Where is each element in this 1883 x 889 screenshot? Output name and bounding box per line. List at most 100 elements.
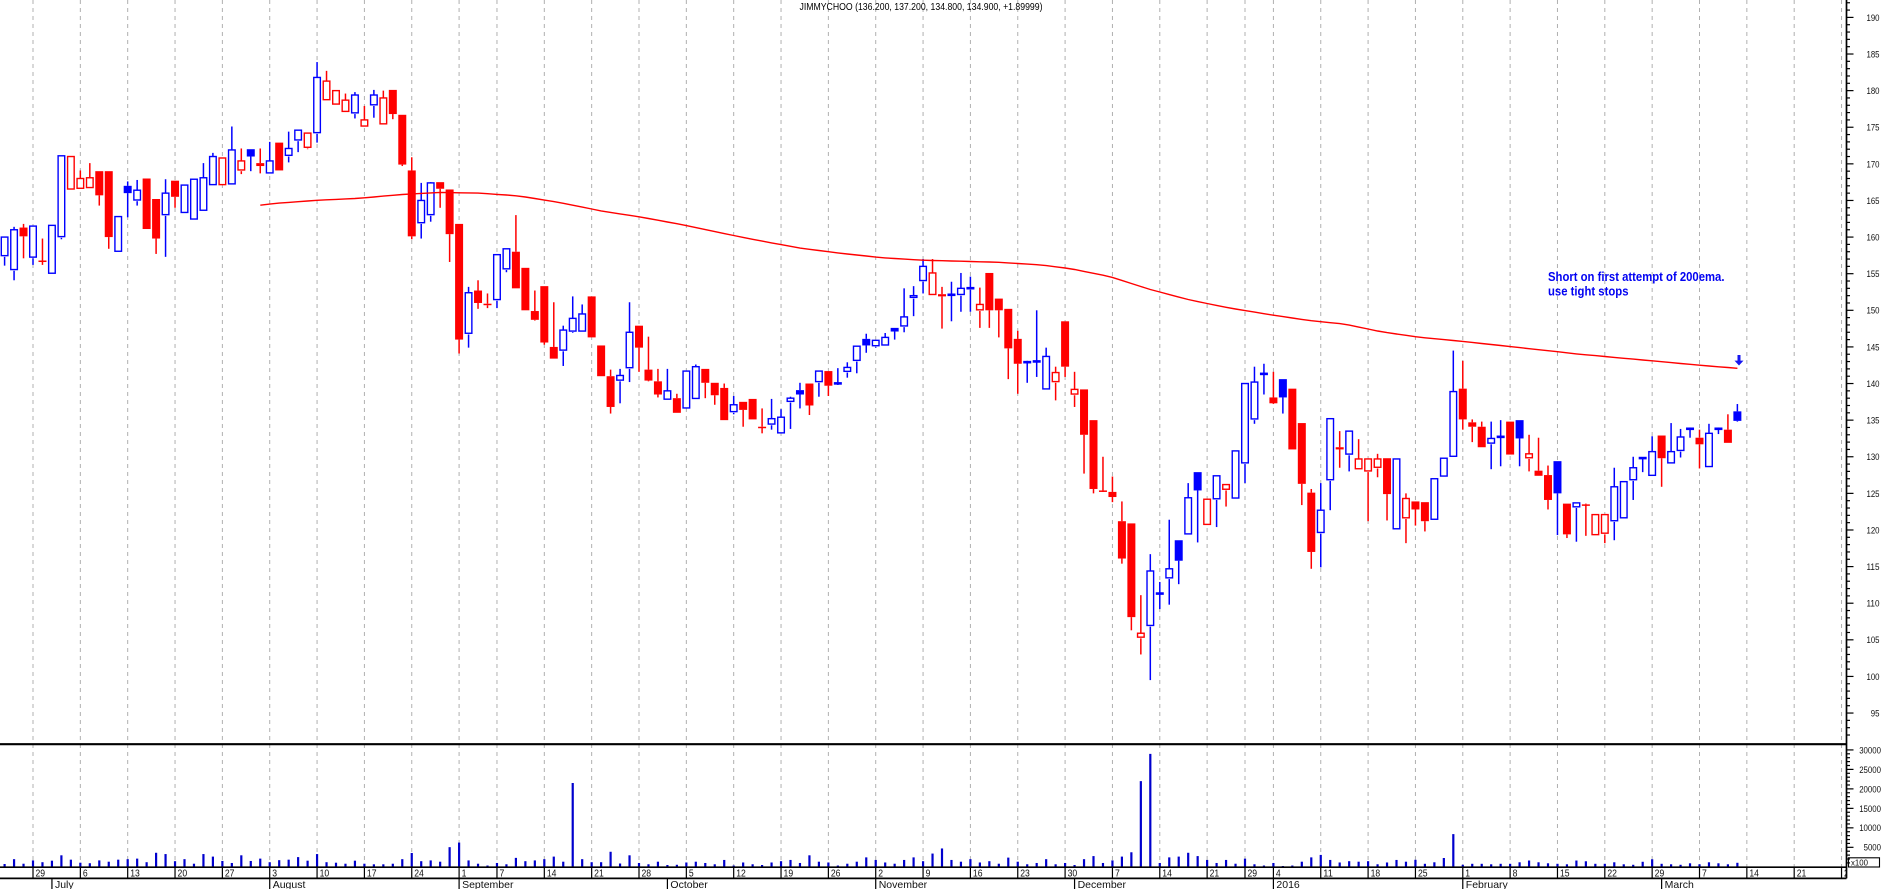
candle-body-hollow	[189, 178, 198, 220]
candle	[938, 286, 947, 329]
volume-bars	[3, 753, 1739, 867]
candle	[436, 182, 445, 208]
candle	[161, 179, 170, 257]
candle-body-solid	[805, 383, 814, 406]
candle	[767, 398, 776, 430]
annotation-note[interactable]: Short on first attempt of 200ema. use ti…	[1548, 270, 1725, 299]
candle-body-hollow	[284, 147, 293, 157]
candle-body-hollow	[947, 293, 956, 297]
candle	[1487, 421, 1496, 470]
candle-body-hollow	[1165, 568, 1174, 579]
candle	[1061, 321, 1070, 377]
candle	[483, 293, 492, 309]
candle-body-hollow	[1316, 509, 1325, 534]
candle	[947, 281, 956, 322]
candle-body-solid	[246, 149, 255, 157]
candle-body-hollow	[1430, 478, 1439, 520]
candle-body-solid	[672, 398, 681, 413]
candle	[1714, 427, 1723, 435]
candle	[1326, 417, 1335, 511]
candle	[1259, 363, 1268, 395]
candle	[1430, 478, 1439, 520]
candle	[152, 199, 161, 254]
candle-body-hollow	[360, 119, 369, 127]
candle-body-hollow	[1638, 456, 1647, 460]
candle	[748, 398, 757, 420]
candle	[19, 223, 28, 259]
candle-body-hollow	[237, 160, 246, 171]
candle-body-solid	[275, 142, 284, 171]
candle-body-solid	[1733, 411, 1742, 421]
week-tick-label: 16	[973, 868, 983, 879]
candle	[1723, 414, 1732, 443]
candle-body-solid	[455, 223, 464, 340]
candle-body-hollow	[767, 417, 776, 425]
candle-body-hollow	[881, 336, 890, 346]
candle	[1468, 419, 1477, 443]
candle	[720, 383, 729, 421]
candle	[919, 259, 928, 294]
volume-axis-label: 20000	[1859, 784, 1881, 795]
candle-body-hollow	[900, 316, 909, 327]
week-tick-label: 28	[1844, 868, 1854, 879]
candle	[417, 182, 426, 239]
candle-body-solid	[1278, 379, 1287, 398]
candle	[1733, 404, 1742, 422]
week-tick-label: 18	[1371, 868, 1381, 879]
candle	[616, 368, 625, 404]
price-axis-label: 130	[1867, 452, 1880, 463]
candle	[691, 364, 700, 400]
candle	[966, 276, 975, 312]
volume-axis[interactable]: 5000 10000 15000 20000 25000 30000 x100	[1846, 745, 1882, 868]
candle	[653, 368, 662, 398]
candle	[1316, 483, 1325, 568]
candle	[1203, 498, 1212, 526]
candle	[379, 90, 388, 125]
candle-body-solid	[530, 311, 539, 320]
week-tick-label: 11	[1323, 868, 1333, 879]
candle-body-solid	[436, 182, 445, 189]
price-axis-label: 175	[1867, 123, 1880, 134]
candle	[824, 371, 833, 396]
week-tick-label: 19	[784, 868, 794, 879]
week-tick-label: 28	[642, 868, 652, 879]
candle	[1383, 458, 1392, 521]
candle	[237, 148, 246, 175]
price-axis-label: 150	[1867, 306, 1880, 317]
price-axis[interactable]: 95 100 105 110 115 120 125 130 135 140 145 150 155 16…	[1846, 2, 1880, 736]
candle-body-hollow	[1231, 450, 1240, 499]
candle	[511, 215, 520, 289]
sell-arrow-icon[interactable]	[1734, 355, 1744, 366]
candle-body-hollow	[180, 184, 189, 214]
candle-body-solid	[1307, 492, 1316, 552]
candle	[294, 129, 303, 153]
candle	[701, 368, 710, 399]
candle-body-solid	[1013, 338, 1022, 364]
candle	[76, 170, 85, 189]
month-label: November	[879, 879, 928, 889]
candle-body-solid	[701, 368, 710, 383]
candle	[85, 163, 94, 189]
candle	[1496, 420, 1505, 467]
candle	[1278, 379, 1287, 414]
candle-body-solid	[862, 338, 871, 346]
candle-body-hollow	[57, 155, 66, 238]
candle	[246, 149, 255, 172]
candle-body-hollow	[379, 97, 388, 125]
candle-body-hollow	[313, 76, 322, 134]
week-tick-label: 21	[1797, 868, 1807, 879]
candle-body-solid	[1553, 461, 1562, 494]
date-axis[interactable]: 29 6 13 20 27 3 10 17 24 1 7 14 21 28 5 12 19 26 2 9 16 23 30 7…	[32, 867, 1854, 889]
candle	[1345, 430, 1354, 472]
candle-body-hollow	[322, 80, 331, 101]
candle	[227, 126, 236, 185]
candle-body-solid	[1657, 435, 1666, 459]
candle	[114, 215, 123, 252]
candle	[303, 132, 312, 150]
candle	[284, 131, 293, 163]
week-tick-label: 23	[1020, 868, 1030, 879]
candle	[682, 370, 691, 409]
week-tick-label: 5	[689, 868, 694, 879]
volume-axis-label: 30000	[1859, 745, 1881, 756]
candle	[322, 70, 331, 101]
